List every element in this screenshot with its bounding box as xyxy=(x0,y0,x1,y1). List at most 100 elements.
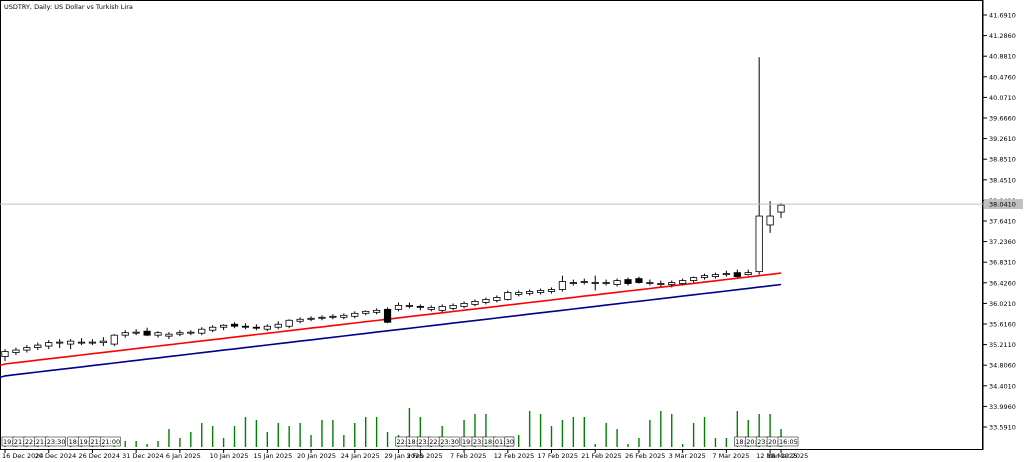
price-tick-label: 38.4510 xyxy=(989,176,1016,184)
candle-body xyxy=(689,277,698,281)
candle xyxy=(56,339,64,349)
candle-body xyxy=(744,272,752,276)
candle xyxy=(755,57,763,275)
candle-body xyxy=(460,302,468,307)
candle-body xyxy=(12,349,20,353)
price-tick-label: 34.8060 xyxy=(989,362,1016,370)
candle xyxy=(700,273,709,280)
candle xyxy=(362,310,370,316)
time-tick-label: 3 Mar 2025 xyxy=(669,452,706,460)
price-tick-label: 40.4760 xyxy=(989,73,1016,81)
candle-body xyxy=(427,306,435,310)
time-tick-label: 3 Feb 2025 xyxy=(406,452,442,460)
candle-body xyxy=(624,279,632,284)
volume-label-box xyxy=(777,436,799,447)
ma-blue-line xyxy=(0,283,782,379)
volume-label-text: 23: xyxy=(418,438,428,446)
candle-body xyxy=(23,347,31,351)
volume-label-text: 23:30 xyxy=(47,438,66,446)
volume-label-text: 01:05 xyxy=(495,438,514,446)
volume-label-text: 30 xyxy=(506,438,514,446)
candle-body xyxy=(613,280,621,285)
candle-body xyxy=(307,317,315,320)
candle xyxy=(602,279,610,286)
candle xyxy=(515,290,523,297)
candle-body xyxy=(416,305,424,308)
candle-body xyxy=(657,283,665,285)
candle xyxy=(23,345,31,353)
candle-body xyxy=(263,325,271,330)
candle-body xyxy=(143,330,151,336)
candle-body xyxy=(165,333,173,337)
candle xyxy=(1,349,9,361)
candle-body xyxy=(515,292,523,295)
candle-body xyxy=(755,215,763,273)
candle xyxy=(482,297,490,305)
candle-body xyxy=(56,341,64,344)
time-tick-label: 15 Jan 2025 xyxy=(253,452,292,460)
time-tick-label: 10 Jan 2025 xyxy=(210,452,249,460)
candle xyxy=(646,279,654,286)
candle xyxy=(340,313,348,320)
candle-body xyxy=(34,344,42,348)
candle-body xyxy=(635,278,643,283)
candle xyxy=(12,347,20,356)
candle-body xyxy=(580,281,588,283)
volume-label-text: 18: xyxy=(484,438,494,446)
volume-label-text: 19:30 xyxy=(80,438,99,446)
candle xyxy=(569,279,577,286)
candle-body xyxy=(602,282,610,284)
candle xyxy=(176,330,184,337)
candle-body xyxy=(722,273,730,276)
price-tick-label: 34.4010 xyxy=(989,382,1016,390)
price-tick-label: 36.4260 xyxy=(989,279,1016,287)
volume-label-text: 22: xyxy=(396,438,406,446)
candle-body xyxy=(362,310,370,314)
volume-label-text: 23: xyxy=(757,438,767,446)
candle-body xyxy=(132,331,140,334)
current-price-line: 38.0410 xyxy=(0,199,1023,210)
candle-body xyxy=(591,282,599,284)
volume-time-label: 23:30 xyxy=(45,436,66,447)
candle xyxy=(219,324,228,331)
price-tick-label: 41.2860 xyxy=(989,32,1016,40)
candle xyxy=(460,301,468,309)
candle xyxy=(351,311,359,319)
candle xyxy=(198,327,206,336)
time-tick-label: 12 Mar 2025 xyxy=(756,452,797,460)
volume-label-box xyxy=(100,436,121,447)
volume-label-text: 21: xyxy=(14,438,24,446)
candle xyxy=(77,338,86,346)
volume-label-text: 20: xyxy=(746,438,756,446)
candle xyxy=(165,332,173,340)
candle-body xyxy=(241,325,250,328)
price-tick-label: 35.6160 xyxy=(989,321,1016,329)
candle xyxy=(373,308,381,315)
candle-body xyxy=(274,323,282,328)
candle-body xyxy=(88,341,97,344)
candle-body xyxy=(679,280,687,284)
candle-body xyxy=(45,342,53,347)
candle-body xyxy=(252,326,260,329)
candle xyxy=(285,319,293,329)
candle-body xyxy=(646,282,654,284)
candle xyxy=(657,280,665,287)
candle-body xyxy=(77,341,86,344)
candles xyxy=(1,57,785,361)
volume-label-text: 19: xyxy=(462,438,472,446)
volume-label-text: 21: xyxy=(90,438,100,446)
current-price-label: 38.0410 xyxy=(989,201,1016,209)
candle xyxy=(624,277,632,286)
candle xyxy=(34,342,42,351)
candle xyxy=(132,329,140,336)
candle-body xyxy=(1,351,9,357)
candle-body xyxy=(187,331,195,334)
volume-bars xyxy=(4,408,782,447)
candle xyxy=(230,322,239,329)
volume-label-box xyxy=(45,436,66,447)
candle xyxy=(99,337,107,347)
time-tick-label: 7 Feb 2025 xyxy=(450,452,486,460)
